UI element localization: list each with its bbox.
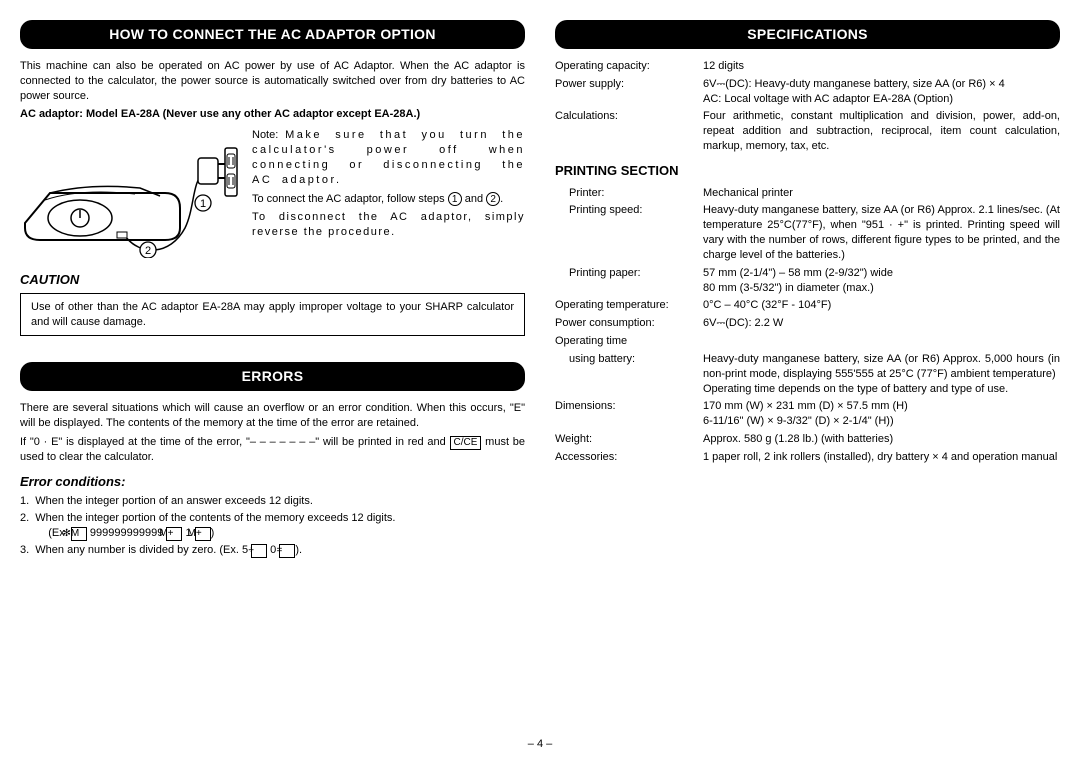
spec-grid-main: Operating capacity: 12 digits Power supp… — [555, 59, 1060, 154]
adaptor-illustration: 1 2 — [20, 128, 240, 263]
errors-if-line: If "0 · E" is displayed at the time of t… — [20, 435, 525, 465]
svg-text:2: 2 — [145, 245, 151, 257]
ac-model-line: AC adaptor: Model EA-28A (Never use any … — [20, 107, 525, 122]
error-conditions-heading: Error conditions: — [20, 473, 525, 491]
header-errors: ERRORS — [20, 362, 525, 391]
key-ce: C/CE — [450, 436, 482, 450]
key-mplus-2: M+ — [195, 527, 211, 541]
spec-temp-val: 0°C – 40°C (32°F - 104°F) — [703, 298, 1060, 313]
spec-temp-label: Operating temperature: — [555, 298, 695, 313]
printing-section-heading: PRINTING SECTION — [555, 162, 1060, 180]
right-column: SPECIFICATIONS Operating capacity: 12 di… — [555, 20, 1060, 731]
spec-acc-val: 1 paper roll, 2 ink rollers (installed),… — [703, 450, 1060, 465]
note-label: Note: — [252, 129, 278, 141]
error-conditions-list: 1. When the integer portion of an answer… — [20, 494, 525, 558]
adaptor-row: 1 2 Note: Make sure that you turn the ca… — [20, 128, 525, 263]
spec-calc-val: Four arithmetic, constant multiplication… — [703, 109, 1060, 154]
spec-grid-printing: Printer: Mechanical printer Printing spe… — [555, 186, 1060, 465]
error-cond-3: 3. When any number is divided by zero. (… — [20, 543, 525, 558]
adaptor-text: Note: Make sure that you turn the calcul… — [252, 128, 525, 263]
spec-cons-label: Power consumption: — [555, 316, 695, 331]
spec-ps-val: 6V⎓(DC): Heavy-duty manganese battery, s… — [703, 77, 1060, 107]
error-cond-1: 1. When the integer portion of an answer… — [20, 494, 525, 509]
spec-oc-val: 12 digits — [703, 59, 1060, 74]
step-1-icon: 1 — [448, 192, 462, 206]
errors-intro: There are several situations which will … — [20, 401, 525, 431]
left-column: HOW TO CONNECT THE AC ADAPTOR OPTION Thi… — [20, 20, 525, 731]
spec-weight-val: Approx. 580 g (1.28 lb.) (with batteries… — [703, 432, 1060, 447]
spec-paper-val: 57 mm (2-1/4") – 58 mm (2-9/32") wide 80… — [703, 266, 1060, 296]
spec-acc-label: Accessories: — [555, 450, 695, 465]
header-ac-adaptor: HOW TO CONNECT THE AC ADAPTOR OPTION — [20, 20, 525, 49]
caution-box: Use of other than the AC adaptor EA-28A … — [20, 293, 525, 337]
step-2-icon: 2 — [486, 192, 500, 206]
spec-oc-label: Operating capacity: — [555, 59, 695, 74]
header-specifications: SPECIFICATIONS — [555, 20, 1060, 49]
spec-printer-label: Printer: — [555, 186, 695, 201]
spec-dim-label: Dimensions: — [555, 399, 695, 429]
ac-intro: This machine can also be operated on AC … — [20, 59, 525, 104]
page-content: HOW TO CONNECT THE AC ADAPTOR OPTION Thi… — [20, 20, 1060, 731]
note-body: Make sure that you turn the calculator's… — [252, 129, 525, 186]
key-mplus-1: M+ — [166, 527, 182, 541]
spec-optime-sub-label: using battery: — [555, 352, 695, 397]
page-number: – 4 – — [20, 731, 1060, 752]
connect-steps: To connect the AC adaptor, follow steps … — [252, 192, 525, 207]
spec-speed-label: Printing speed: — [555, 203, 695, 262]
spec-cons-val: 6V⎓(DC): 2.2 W — [703, 316, 1060, 331]
spec-printer-val: Mechanical printer — [703, 186, 1060, 201]
error-cond-2: 2. When the integer portion of the conte… — [20, 511, 525, 541]
spec-optime-val: Heavy-duty manganese battery, size AA (o… — [703, 352, 1060, 397]
spec-optime-label: Operating time — [555, 334, 695, 349]
spec-calc-label: Calculations: — [555, 109, 695, 154]
spec-ps-label: Power supply: — [555, 77, 695, 107]
key-star-m: ✻M — [71, 527, 87, 541]
caution-heading: CAUTION — [20, 271, 525, 289]
disconnect-text: To disconnect the AC adaptor, simply rev… — [252, 210, 525, 240]
svg-text:1: 1 — [200, 198, 206, 210]
key-equals: = — [279, 544, 295, 558]
spec-weight-label: Weight: — [555, 432, 695, 447]
key-divide: ÷ — [251, 544, 267, 558]
spec-dim-val: 170 mm (W) × 231 mm (D) × 57.5 mm (H) 6-… — [703, 399, 1060, 429]
spec-speed-val: Heavy-duty manganese battery, size AA (o… — [703, 203, 1060, 262]
spec-paper-label: Printing paper: — [555, 266, 695, 296]
